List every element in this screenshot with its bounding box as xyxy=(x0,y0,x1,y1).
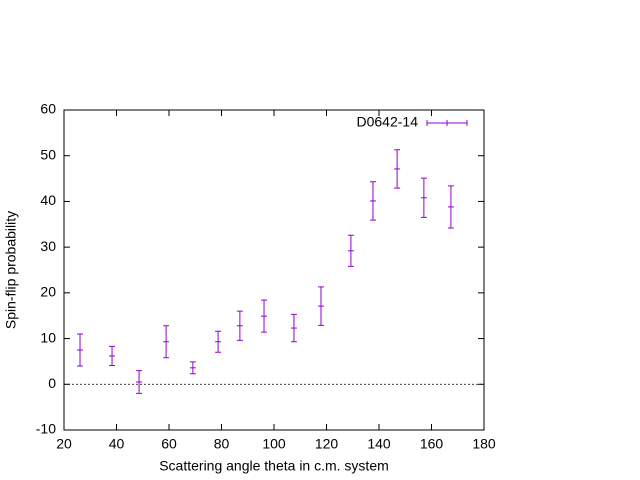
y-tick-label: -10 xyxy=(36,421,56,437)
y-tick-label: 50 xyxy=(40,146,56,162)
x-tick-label: 160 xyxy=(420,436,444,452)
x-tick-label: 80 xyxy=(214,436,230,452)
y-tick-label: 30 xyxy=(40,238,56,254)
y-tick-label: 20 xyxy=(40,284,56,300)
y-tick-label: 10 xyxy=(40,329,56,345)
legend-label: D0642-14 xyxy=(357,114,419,130)
x-axis-label: Scattering angle theta in c.m. system xyxy=(159,458,389,474)
y-axis-label: Spin-flip probability xyxy=(3,211,19,329)
y-tick-label: 0 xyxy=(48,375,56,391)
x-tick-label: 120 xyxy=(315,436,339,452)
x-tick-label: 20 xyxy=(56,436,72,452)
x-tick-label: 180 xyxy=(472,436,496,452)
legend-symbol xyxy=(426,120,468,126)
x-tick-label: 40 xyxy=(109,436,125,452)
plot-frame xyxy=(63,109,485,431)
x-tick-label: 100 xyxy=(262,436,286,452)
y-tick-label: 60 xyxy=(40,101,56,117)
x-tick-label: 140 xyxy=(367,436,391,452)
y-tick-label: 40 xyxy=(40,192,56,208)
x-tick-label: 60 xyxy=(161,436,177,452)
